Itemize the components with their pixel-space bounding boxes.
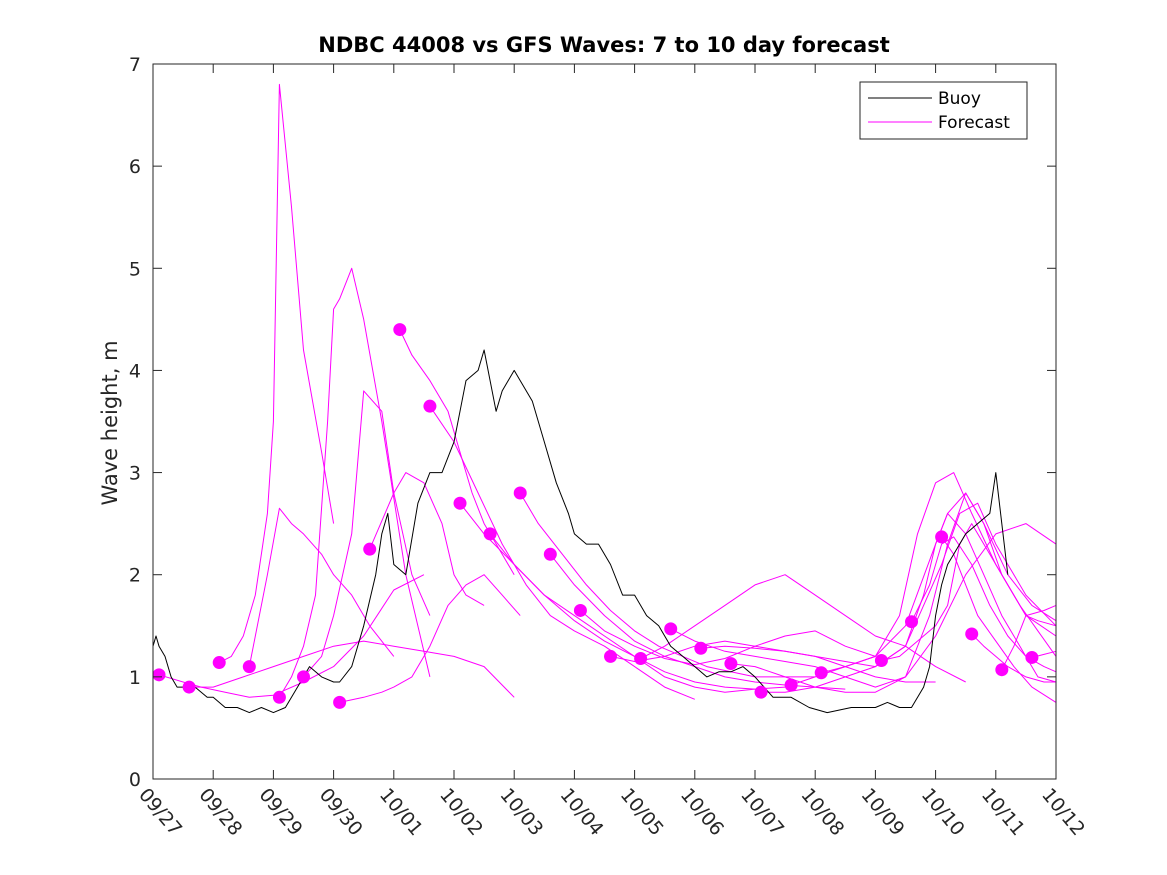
chart-title: NDBC 44008 vs GFS Waves: 7 to 10 day for…: [318, 33, 889, 57]
forecast-start-marker: [573, 603, 587, 617]
forecast-start-marker: [543, 547, 557, 561]
legend-buoy-label: Buoy: [938, 89, 981, 109]
forecast-line: [303, 390, 431, 678]
forecast-line: [189, 640, 515, 698]
forecast-start-marker: [297, 670, 310, 684]
forecast-start-marker: [814, 666, 828, 680]
y-tick-label: 7: [129, 54, 141, 76]
forecast-line: [429, 405, 695, 700]
forecast-line: [821, 512, 1057, 683]
forecast-start-marker: [182, 680, 196, 694]
forecast-line: [761, 492, 1057, 693]
forecast-start-marker: [664, 622, 678, 636]
forecast-start-marker: [242, 660, 256, 674]
forecast-line: [610, 640, 936, 683]
forecast-start-marker: [152, 668, 166, 682]
plot-area: [152, 83, 1057, 714]
forecast-start-marker: [784, 678, 798, 692]
forecast-line: [730, 492, 1057, 693]
forecast-start-marker: [935, 530, 949, 544]
forecast-start-marker: [634, 651, 648, 665]
forecast-line: [640, 574, 966, 683]
forecast-start-marker: [724, 657, 738, 671]
legend: Buoy Forecast: [859, 81, 1028, 140]
forecast-start-marker: [754, 685, 768, 699]
y-axis-label: Wave height, m: [98, 340, 122, 505]
forecast-line: [339, 574, 521, 703]
forecast-start-marker: [513, 486, 527, 500]
forecast-start-marker: [604, 649, 618, 663]
forecast-start-marker: [333, 695, 347, 709]
forecast-line: [459, 502, 756, 693]
y-tick-label: 4: [129, 360, 141, 382]
forecast-line: [278, 267, 431, 698]
forecast-start-markers: [152, 323, 1039, 709]
forecast-series-group: [158, 83, 1057, 703]
forecast-start-marker: [272, 690, 286, 704]
plot-frame: [152, 63, 1057, 780]
y-tick-label: 3: [129, 463, 141, 485]
legend-forecast-label: Forecast: [938, 113, 1010, 133]
y-tick-label: 6: [129, 156, 141, 178]
y-tick-label: 2: [129, 565, 141, 587]
forecast-line: [248, 507, 395, 667]
forecast-line: [369, 472, 485, 606]
forecast-start-marker: [874, 654, 888, 668]
forecast-start-marker: [1025, 650, 1039, 664]
forecast-line: [1001, 615, 1057, 670]
forecast-line: [218, 83, 335, 664]
forecast-line: [580, 610, 876, 666]
legend-box: [859, 81, 1028, 140]
forecast-start-marker: [393, 323, 407, 337]
forecast-start-marker: [694, 641, 708, 655]
y-tick-label: 1: [129, 667, 141, 689]
buoy-series-group: [152, 349, 1009, 714]
forecast-line: [971, 633, 1056, 683]
forecast-line: [670, 523, 1057, 688]
forecast-start-marker: [212, 656, 226, 670]
forecast-start-marker: [905, 615, 919, 629]
forecast-start-marker: [363, 542, 377, 556]
forecast-start-marker: [995, 663, 1009, 677]
forecast-line: [399, 329, 515, 575]
forecast-line: [941, 536, 1057, 703]
y-tick-label: 5: [129, 258, 141, 280]
buoy-line: [152, 349, 1009, 714]
y-tick-label: 0: [129, 769, 141, 791]
forecast-start-marker: [965, 627, 979, 641]
forecast-start-marker: [453, 496, 467, 510]
y-axis: 0 1 2 3 4 5 6 7: [129, 54, 1056, 791]
forecast-start-marker: [423, 399, 437, 413]
forecast-start-marker: [483, 527, 497, 541]
